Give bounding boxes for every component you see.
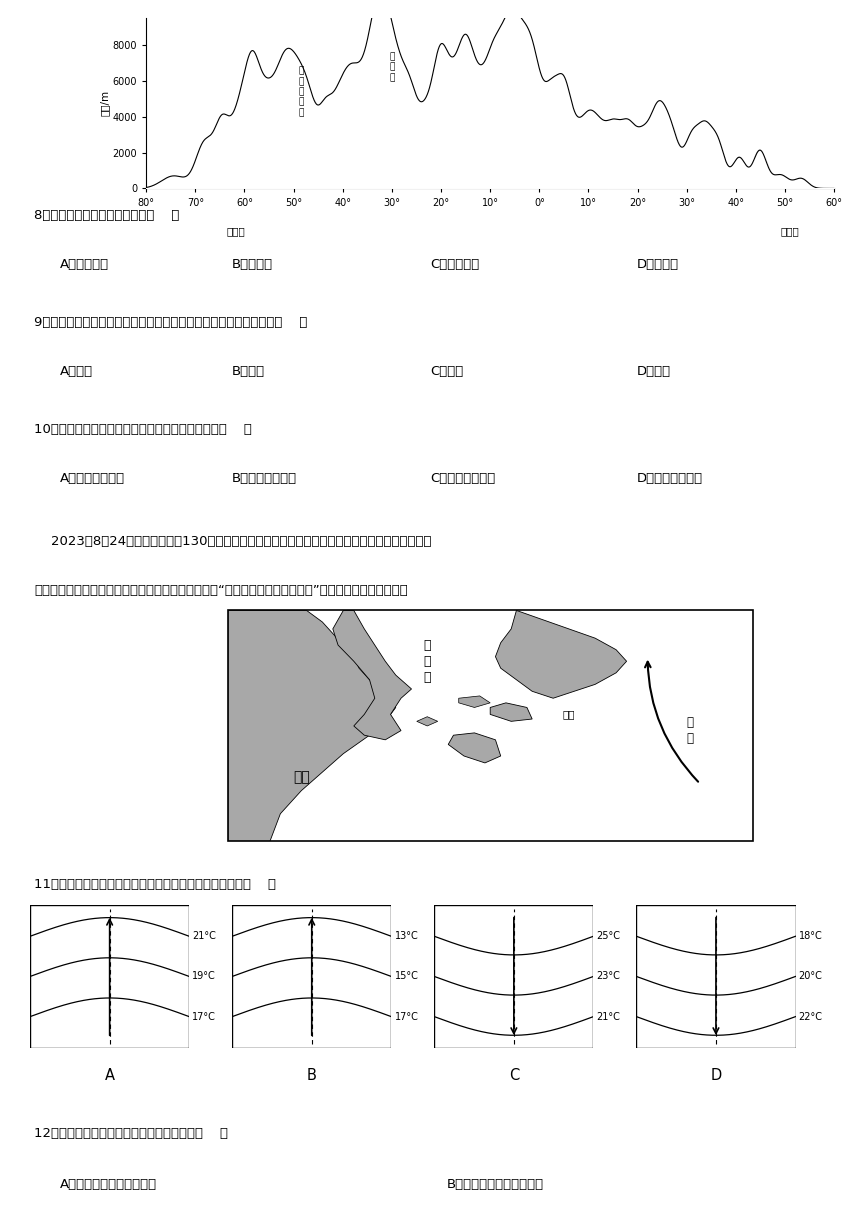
Text: 21°C: 21°C [597,1012,620,1021]
Text: D．土壤: D．土壤 [636,365,671,378]
Text: B．使流经海区的盐度升高: B．使流经海区的盐度升高 [447,1178,544,1192]
Text: B．水分: B．水分 [232,365,266,378]
Text: A．纬度: A．纬度 [60,365,94,378]
Text: B: B [307,1069,316,1083]
Polygon shape [458,696,490,708]
Text: 18°C: 18°C [799,931,822,941]
Text: 横
断
山: 横 断 山 [390,52,396,83]
Text: 洋
流: 洋 流 [686,716,693,745]
Polygon shape [333,610,411,739]
Text: 北华球: 北华球 [226,226,245,236]
Text: 日
本
海: 日 本 海 [423,638,431,683]
Text: 25°C: 25°C [597,931,621,941]
Text: 12．图中洋流对西太平洋地理环境的影响是（    ）: 12．图中洋流对西太平洋地理环境的影响是（ ） [34,1127,229,1141]
Text: 10．中低海拔的物种不断向高海拔地区滲透是由于（    ）: 10．中低海拔的物种不断向高海拔地区滲透是由于（ ） [34,423,252,437]
Text: 8．推测高寒生物区的环境特点（    ）: 8．推测高寒生物区的环境特点（ ） [34,209,180,223]
Polygon shape [495,610,627,698]
Text: C．土层深厅: C．土层深厅 [430,258,479,271]
Text: 23°C: 23°C [597,972,620,981]
Polygon shape [448,733,501,762]
Text: 21°C: 21°C [193,931,216,941]
Text: 22°C: 22°C [799,1012,823,1021]
Text: 11．下列四幅图可能为该洋流附近海域等水温线变化的是（    ）: 11．下列四幅图可能为该洋流附近海域等水温线变化的是（ ） [34,878,276,891]
Text: 9．与阿尔卑斯山相比，横断山脉高寒生物区分布较高的主导因素是（    ）: 9．与阿尔卑斯山相比，横断山脉高寒生物区分布较高的主导因素是（ ） [34,316,308,330]
Text: A: A [105,1069,114,1083]
Text: C: C [509,1069,519,1083]
Text: C．生态系统失衡: C．生态系统失衡 [430,472,495,485]
Text: 际公共健康安全，甚至全球人民的切身利益。下图为“日本福岛附近海域示意图”。读图，完成下面小题。: 际公共健康安全，甚至全球人民的切身利益。下图为“日本福岛附近海域示意图”。读图，… [34,584,408,597]
Text: 阿
尔
卑
斯
山: 阿 尔 卑 斯 山 [298,67,304,117]
Polygon shape [228,610,396,841]
Text: 13°C: 13°C [395,931,418,941]
Text: 17°C: 17°C [395,1012,418,1021]
Y-axis label: 海拔/m: 海拔/m [100,90,110,117]
Text: B．全球气候变暖: B．全球气候变暖 [232,472,298,485]
Text: 福岛: 福岛 [562,709,575,720]
Polygon shape [417,716,438,726]
Text: 2023年8月24日，日本政府将130多万吨的福岛核污水稀释后排入太平洋。这一做法严重损害了国: 2023年8月24日，日本政府将130多万吨的福岛核污水稀释后排入太平洋。这一做… [34,535,432,548]
Text: A．紫外线弱: A．紫外线弱 [60,258,109,271]
Text: 20°C: 20°C [799,972,822,981]
Text: D: D [710,1069,722,1083]
Text: D．高寒物种退化: D．高寒物种退化 [636,472,703,485]
Text: 17°C: 17°C [193,1012,216,1021]
Text: C．地形: C．地形 [430,365,464,378]
Polygon shape [490,703,532,721]
Text: A．人类活动影响: A．人类活动影响 [60,472,126,485]
Text: A．加快了轮船的航行速度: A．加快了轮船的航行速度 [60,1178,157,1192]
Text: 黄海: 黄海 [293,770,310,784]
Text: 15°C: 15°C [395,972,418,981]
Text: 南华球: 南华球 [780,226,799,236]
Text: 19°C: 19°C [193,972,216,981]
Text: B．光照弱: B．光照弱 [232,258,273,271]
Text: D．风力强: D．风力强 [636,258,679,271]
